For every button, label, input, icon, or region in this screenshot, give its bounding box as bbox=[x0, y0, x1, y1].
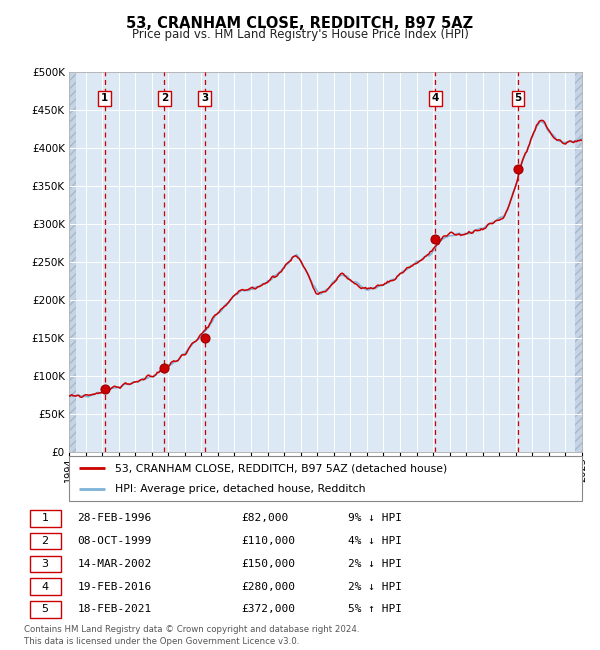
Bar bbox=[575, 72, 582, 452]
Text: 5: 5 bbox=[514, 93, 521, 103]
FancyBboxPatch shape bbox=[29, 601, 61, 618]
Text: 4: 4 bbox=[41, 582, 49, 592]
Text: 19-FEB-2016: 19-FEB-2016 bbox=[77, 582, 152, 592]
Bar bbox=[69, 72, 76, 452]
Text: £110,000: £110,000 bbox=[241, 536, 295, 546]
Text: 4% ↓ HPI: 4% ↓ HPI bbox=[348, 536, 402, 546]
Text: 18-FEB-2021: 18-FEB-2021 bbox=[77, 604, 152, 614]
Text: 08-OCT-1999: 08-OCT-1999 bbox=[77, 536, 152, 546]
FancyBboxPatch shape bbox=[29, 533, 61, 549]
Text: 2: 2 bbox=[41, 536, 49, 546]
Text: 28-FEB-1996: 28-FEB-1996 bbox=[77, 514, 152, 523]
Text: 53, CRANHAM CLOSE, REDDITCH, B97 5AZ (detached house): 53, CRANHAM CLOSE, REDDITCH, B97 5AZ (de… bbox=[115, 463, 448, 473]
Text: 3: 3 bbox=[201, 93, 208, 103]
Text: £280,000: £280,000 bbox=[241, 582, 295, 592]
Text: HPI: Average price, detached house, Redditch: HPI: Average price, detached house, Redd… bbox=[115, 484, 365, 493]
Text: 2% ↓ HPI: 2% ↓ HPI bbox=[348, 559, 402, 569]
Text: 5: 5 bbox=[41, 604, 49, 614]
Text: Price paid vs. HM Land Registry's House Price Index (HPI): Price paid vs. HM Land Registry's House … bbox=[131, 28, 469, 41]
Text: £150,000: £150,000 bbox=[241, 559, 295, 569]
Text: 3: 3 bbox=[41, 559, 49, 569]
Text: 9% ↓ HPI: 9% ↓ HPI bbox=[348, 514, 402, 523]
FancyBboxPatch shape bbox=[29, 578, 61, 595]
Text: 1: 1 bbox=[101, 93, 108, 103]
FancyBboxPatch shape bbox=[69, 456, 582, 500]
Text: 14-MAR-2002: 14-MAR-2002 bbox=[77, 559, 152, 569]
Text: 53, CRANHAM CLOSE, REDDITCH, B97 5AZ: 53, CRANHAM CLOSE, REDDITCH, B97 5AZ bbox=[127, 16, 473, 31]
Text: 1: 1 bbox=[41, 514, 49, 523]
Text: 5% ↑ HPI: 5% ↑ HPI bbox=[348, 604, 402, 614]
Text: 2: 2 bbox=[161, 93, 168, 103]
Text: 2% ↓ HPI: 2% ↓ HPI bbox=[348, 582, 402, 592]
Text: £82,000: £82,000 bbox=[241, 514, 289, 523]
FancyBboxPatch shape bbox=[29, 556, 61, 572]
Text: Contains HM Land Registry data © Crown copyright and database right 2024.
This d: Contains HM Land Registry data © Crown c… bbox=[24, 625, 359, 646]
Text: 4: 4 bbox=[431, 93, 439, 103]
FancyBboxPatch shape bbox=[29, 510, 61, 526]
Text: £372,000: £372,000 bbox=[241, 604, 295, 614]
